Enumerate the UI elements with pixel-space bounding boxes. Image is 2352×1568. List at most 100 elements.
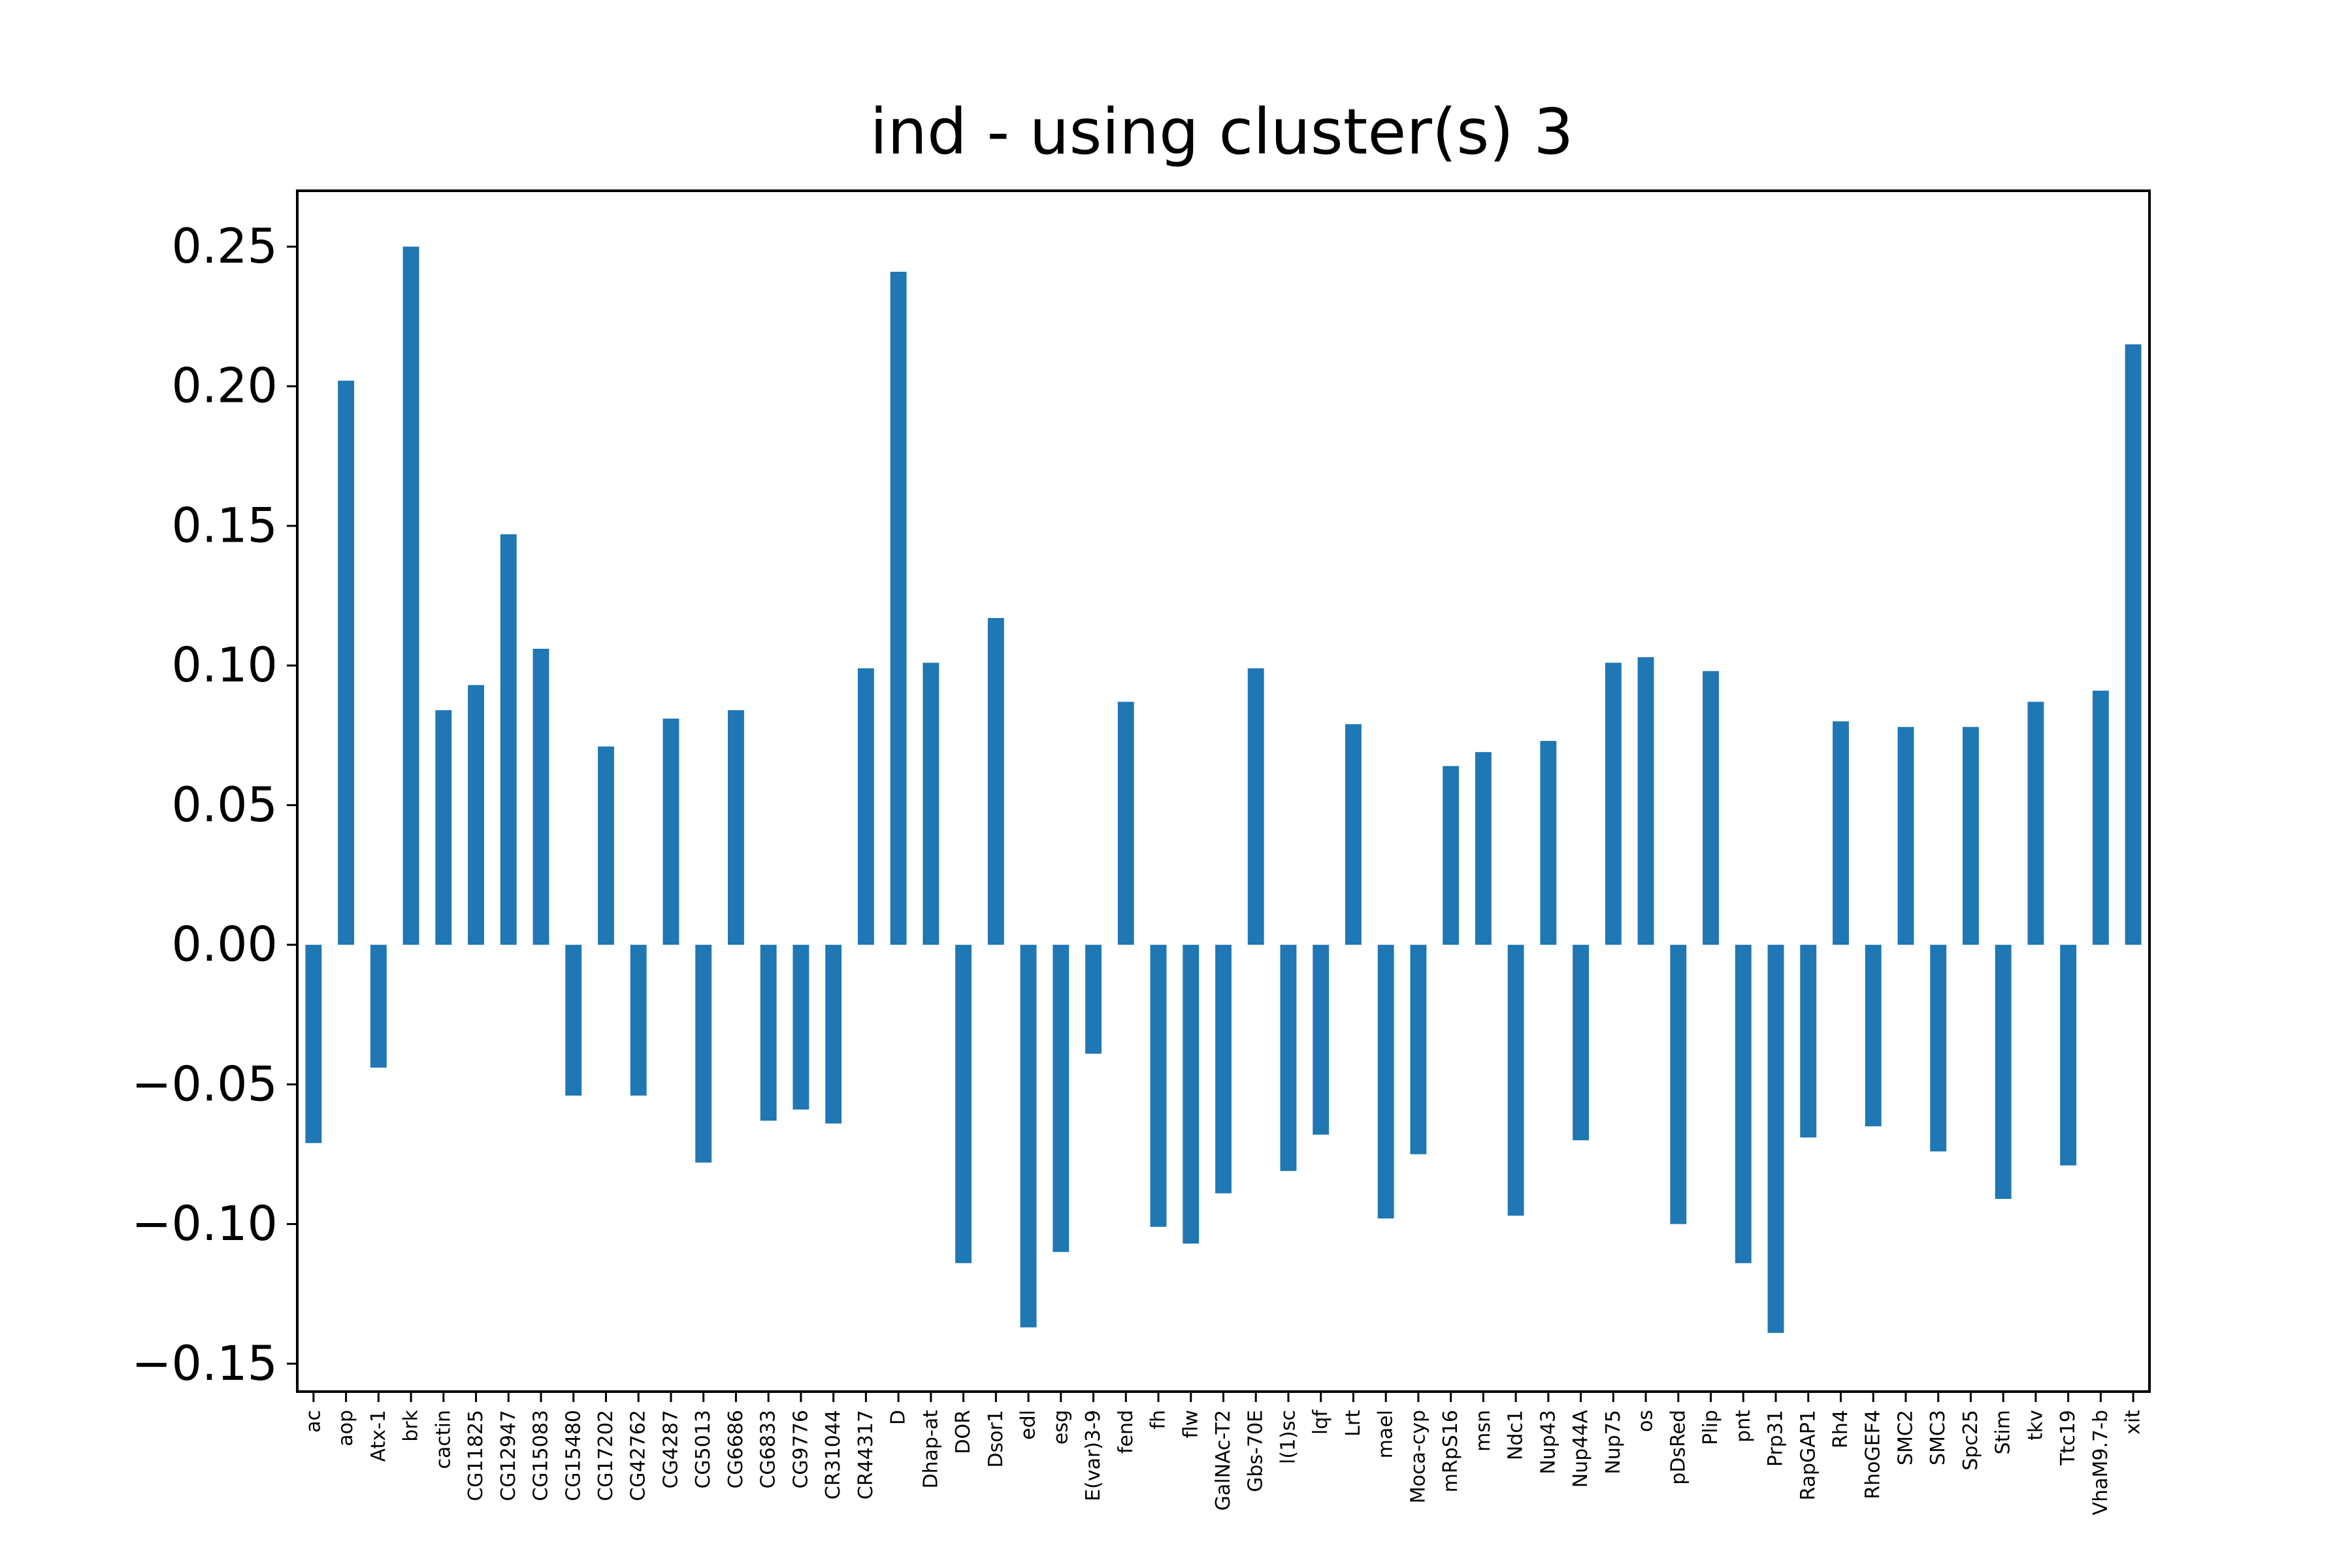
y-tick-label: 0.15 [171,498,278,553]
x-tick-label: msn [1472,1410,1495,1452]
chart-title: ind - using cluster(s) 3 [870,95,1574,169]
bar-Lrt [1345,724,1362,945]
bar-Nup75 [1605,662,1622,945]
x-tick-label: pnt [1732,1410,1755,1443]
x-axis: ac aop Atx-1 brk cactin CG11825 CG12947 CG15083… [302,1392,2145,1515]
x-tick-label: RhoGEF4 [1862,1410,1885,1499]
x-tick-label: Dsor1 [985,1410,1007,1468]
x-tick-label: GalNAc-T2 [1212,1410,1235,1511]
x-tick-label: SMC2 [1894,1410,1917,1465]
bar-CG11825 [468,685,484,945]
bar-Plip [1703,671,1719,945]
x-tick-label: Dhap-at [919,1410,942,1489]
bar-Dhap-at [923,662,939,945]
bar-Spc25 [1963,727,1979,945]
bar-aop [338,380,355,945]
bar-cactin [435,710,452,945]
x-tick-label: os [1635,1410,1658,1432]
x-tick-label: tkv [2024,1410,2047,1441]
bar-edl [1020,945,1037,1328]
bar-Stim [1995,945,2012,1200]
bar-VhaM9.7-b [2092,691,2109,945]
bar-GalNAc-T2 [1215,945,1232,1194]
x-tick-label: Prp31 [1765,1410,1788,1467]
y-tick-label: 0.05 [171,777,278,833]
x-tick-label: lqf [1309,1409,1332,1435]
x-tick-label: RapGAP1 [1797,1410,1820,1501]
bar-RhoGEF4 [1865,945,1882,1126]
x-tick-label: CR31044 [822,1410,845,1499]
x-tick-label: esg [1049,1410,1072,1445]
bar-Ndc1 [1507,945,1524,1216]
bar-brk [402,246,419,945]
y-axis: −0.15 −0.10 −0.05 0.00 0.05 0.10 0.15 0.20 0.25 [131,219,297,1392]
x-tick-label: D [887,1410,910,1425]
bar-Nup44A [1573,945,1590,1141]
bar-CG4287 [662,718,679,945]
bar-Atx-1 [370,945,387,1068]
x-tick-label: l(1)sc [1277,1410,1299,1464]
x-tick-label: brk [400,1409,423,1441]
bar-CG42762 [630,945,647,1096]
x-tick-label: Nup75 [1602,1410,1625,1475]
bar-fend [1117,702,1134,945]
bar-CG12947 [500,534,517,945]
x-tick-label: Atx-1 [367,1410,390,1462]
x-tick-label: Plip [1699,1410,1722,1445]
bar-Moca-cyp [1410,945,1427,1154]
x-tick-label: SMC3 [1927,1410,1950,1465]
bar-l(1)sc [1280,945,1297,1171]
x-tick-label: Rh4 [1829,1410,1852,1448]
x-tick-label: CG12947 [497,1410,520,1501]
x-tick-label: ac [302,1410,325,1433]
bar-lqf [1313,945,1330,1135]
bar-SMC3 [1930,945,1947,1152]
x-tick-label: aop [335,1410,357,1446]
bar-D [890,271,907,945]
bar-RapGAP1 [1800,945,1817,1138]
y-tick-label: 0.00 [171,917,278,973]
bar-CG6686 [728,710,744,945]
x-tick-label: CR44317 [855,1410,877,1499]
bar-ac [305,945,322,1143]
x-tick-label: CG6686 [725,1410,747,1489]
x-tick-label: fh [1147,1410,1170,1429]
x-tick-label: CG11825 [465,1410,487,1501]
bar-flw [1183,945,1200,1244]
bars-group [305,246,2142,1333]
x-tick-label: CG15480 [562,1410,585,1501]
x-tick-label: Ndc1 [1505,1410,1527,1460]
plot-frame [296,189,2151,1393]
x-tick-label: CG6833 [757,1410,780,1489]
bar-CG15480 [565,945,582,1096]
bar-DOR [955,945,972,1264]
x-tick-label: Nup43 [1537,1410,1560,1475]
x-tick-label: Lrt [1342,1410,1365,1437]
bar-esg [1053,945,1070,1252]
bar-CG6833 [760,945,777,1121]
bar-mRpS16 [1443,766,1460,945]
x-tick-label: mael [1375,1410,1397,1458]
y-tick-label: −0.15 [131,1336,278,1392]
x-tick-label: Spc25 [1959,1410,1982,1471]
y-tick-label: −0.05 [131,1056,278,1112]
x-tick-label: xit [2122,1410,2145,1435]
x-tick-label: Gbs-70E [1245,1410,1267,1492]
x-tick-label: Stim [1992,1410,2015,1454]
bar-mael [1377,945,1394,1218]
bar-xit [2125,344,2142,945]
bar-Gbs-70E [1247,668,1264,945]
x-tick-label: mRpS16 [1439,1410,1462,1492]
x-tick-label: Ttc19 [2057,1410,2080,1466]
x-tick-label: fend [1115,1410,1137,1454]
bar-CG17202 [598,746,614,945]
bar-msn [1475,752,1492,945]
bar-Prp31 [1767,945,1784,1333]
x-tick-label: CG9776 [789,1410,812,1489]
x-tick-label: CG42762 [627,1410,650,1501]
bar-tkv [2027,702,2044,945]
y-tick-label: −0.10 [131,1196,278,1252]
bar-CR31044 [825,945,842,1124]
x-tick-label: CG4287 [659,1410,682,1489]
